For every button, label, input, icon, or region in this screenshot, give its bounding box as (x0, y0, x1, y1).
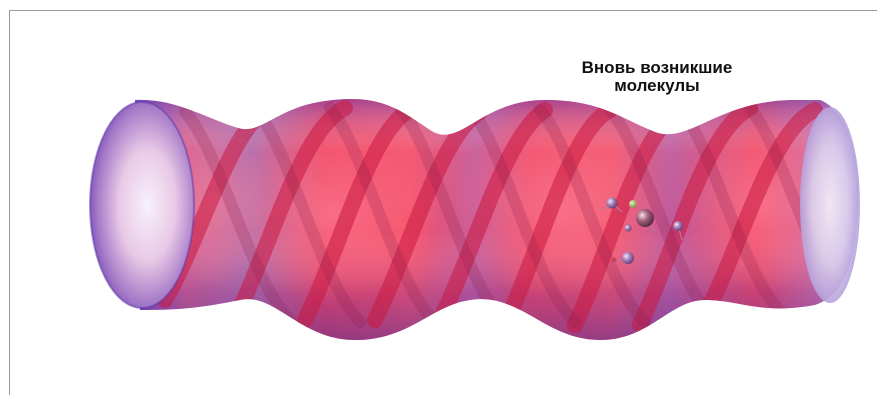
molecule (624, 224, 632, 232)
new-molecules (599, 197, 683, 264)
tube-left-opening (90, 102, 194, 308)
label-line-1: Вновь возникшие (581, 58, 733, 77)
molecule (606, 197, 618, 209)
frame-top-border (9, 10, 877, 11)
label-line-2: молекулы (614, 76, 700, 95)
frame-left-border (9, 10, 10, 395)
molecule (636, 209, 654, 227)
new-molecules-label: Вновь возникшие молекулы (548, 59, 766, 95)
tube-right-end (800, 107, 860, 303)
molecule (673, 221, 683, 231)
molecule (629, 200, 637, 208)
molecule (611, 257, 617, 263)
molecule (622, 252, 634, 264)
